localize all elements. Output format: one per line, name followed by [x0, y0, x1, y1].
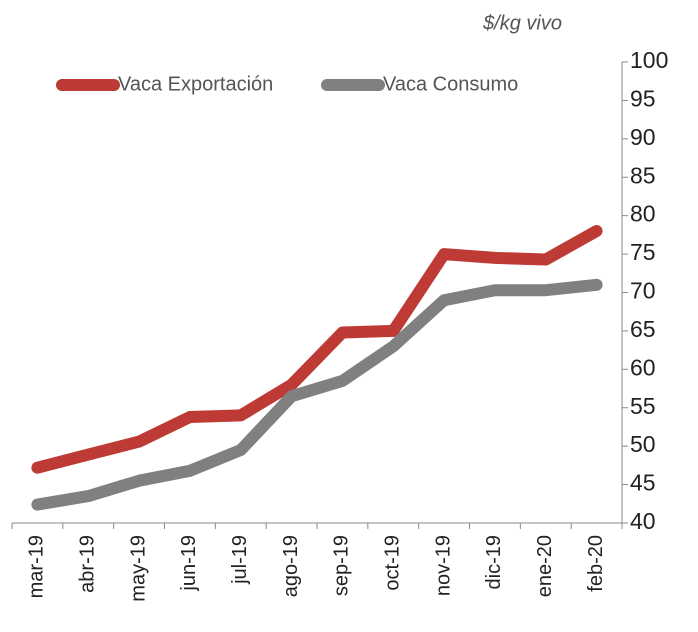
legend-label: Vaca Exportación: [118, 73, 273, 95]
y-axis-label: $/kg vivo: [482, 12, 562, 34]
y-tick-label: 50: [630, 431, 656, 457]
x-tick-label: may-19: [127, 535, 149, 602]
y-tick-label: 40: [630, 508, 656, 534]
y-tick-label: 75: [630, 239, 656, 265]
x-tick-label: oct-19: [382, 535, 404, 591]
y-tick-label: 65: [630, 316, 656, 342]
y-tick-label: 90: [630, 124, 656, 150]
y-tick-label: 60: [630, 354, 656, 380]
legend-label: Vaca Consumo: [383, 73, 518, 95]
y-tick-label: 55: [630, 393, 656, 419]
y-tick-label: 95: [630, 85, 656, 111]
x-tick-label: ene-20: [534, 535, 556, 597]
y-tick-label: 85: [630, 162, 656, 188]
x-tick-label: jul-19: [229, 535, 251, 585]
y-tick-label: 70: [630, 278, 656, 304]
series-line: [31, 278, 603, 511]
x-tick-label: jun-19: [178, 535, 200, 592]
y-tick-label: 100: [630, 47, 668, 73]
x-tick-label: abr-19: [77, 535, 99, 593]
x-tick-label: nov-19: [432, 535, 454, 596]
x-tick-label: sep-19: [331, 535, 353, 596]
x-tick-label: feb-20: [585, 535, 607, 592]
x-tick-label: dic-19: [483, 535, 505, 589]
x-tick-label: ago-19: [280, 535, 302, 597]
x-tick-label: mar-19: [26, 535, 48, 598]
y-tick-label: 80: [630, 201, 656, 227]
series-line: [31, 225, 603, 474]
y-tick-label: 45: [630, 470, 656, 496]
